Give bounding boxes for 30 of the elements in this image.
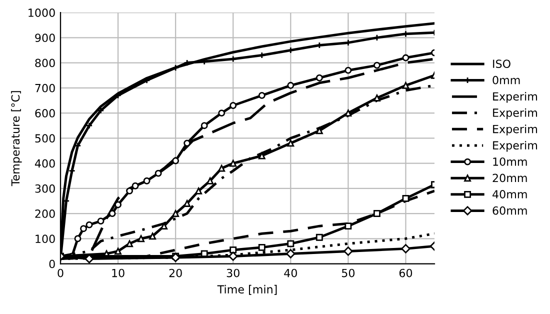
legend-label: Experim	[493, 108, 537, 120]
legend-label: 60mm	[492, 206, 527, 215]
legend-label: Experim	[493, 92, 537, 103]
x-tick-label: 40	[284, 268, 297, 278]
legend-label: Experim	[493, 124, 537, 136]
y-tick-label: 100	[36, 234, 55, 244]
x-tick-label: 30	[226, 268, 240, 278]
x-tick-label: 60	[399, 268, 412, 278]
y-tick-label: 400	[34, 159, 55, 168]
y-tick-label: 500	[35, 134, 55, 143]
legend-label: 10mm	[493, 157, 527, 166]
y-tick-label: 900	[35, 34, 55, 42]
y-axis-title: Temperature [°C]	[11, 91, 22, 186]
legend-label: 0mm	[492, 76, 520, 84]
x-tick-label: 10	[112, 268, 124, 278]
x-tick-label: 50	[342, 268, 355, 278]
y-tick-label: 300	[35, 184, 55, 193]
y-tick-label: 0	[49, 260, 55, 268]
x-axis-title: Time [min]	[217, 284, 277, 295]
y-tick-label: 700	[35, 84, 55, 92]
x-tick-label: 20	[169, 268, 182, 278]
y-tick-label: 800	[35, 58, 55, 68]
y-tick-label: 1000	[28, 8, 55, 17]
legend-label: 40mm	[492, 190, 527, 198]
y-tick-label: 200	[35, 209, 55, 218]
legend-label: 20mm	[492, 174, 527, 182]
y-tick-label: 600	[35, 109, 55, 118]
legend-label: ISO	[493, 60, 510, 68]
legend-label: Experim	[493, 140, 537, 152]
x-tick-label: 0	[58, 268, 64, 278]
